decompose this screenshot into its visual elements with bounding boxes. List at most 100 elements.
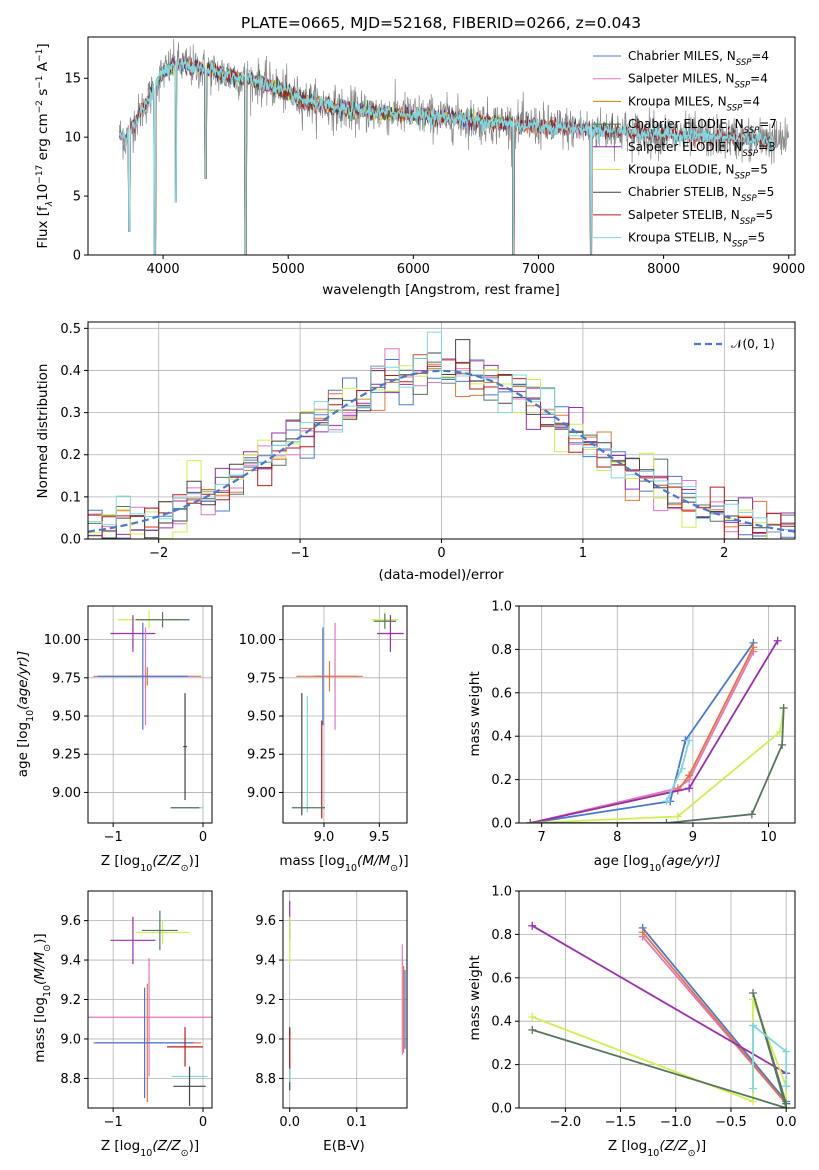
tick-labels: −2.0 −1.5 −1.0 −0.5 0.0 0.0 0.2 0.4 0.6 0.8 1.0 [491,885,796,1131]
errorbar-point [97,622,188,730]
weight-marker [685,736,694,745]
x-tick-label: −0.5 [715,1115,747,1130]
weight-marker [685,784,694,793]
x-tick-label: 5000 [272,262,305,277]
axes-frame [87,321,796,540]
x-tick-label: 9000 [772,262,805,277]
x-tick-label: −2 [149,546,168,561]
axes-frame [87,890,213,1109]
y-tick-label: 10.00 [239,633,276,648]
weight-line [530,707,785,823]
y-tick-label: 9.4 [255,954,276,969]
x-tick-label: 4000 [147,262,180,277]
x-tick-label: 10 [760,830,777,845]
tick-labels: 7 8 9 10 0.0 0.2 0.4 0.6 0.8 1.0 [491,600,776,846]
y-tick-label: 0.8 [491,928,512,943]
errorbar-point [88,958,212,1077]
residual-histogram-panel: −2 −1 0 1 2 0.0 0.1 0.2 0.3 0.4 0.5 𝒩(0, 1) [60,321,796,561]
legend-entry: Chabrier STELIB, NSSP=5 [628,185,774,204]
x-tick-label: 9.5 [369,830,390,845]
errorbar-point [141,910,178,951]
y-tick-label: 9.6 [60,914,81,929]
y-tick-label: 9.2 [255,993,276,1008]
histogram-series [88,331,795,539]
y-tick-label: 9.50 [52,710,81,725]
x-tick-label: 7000 [522,262,555,277]
y-tick-label: 9.0 [255,1032,276,1047]
errorbar-point [373,613,396,629]
y-tick-label: 9.4 [60,954,81,969]
errorbar-point [110,615,156,652]
x-tick-label: 6000 [397,262,430,277]
age-z-errorbars [93,610,204,809]
legend-entry: Chabrier ELODIE, NSSP=7 [628,117,777,136]
weight-marker [773,636,782,645]
spectrum-panel: 4000 5000 6000 7000 8000 9000 0 5 10 15 [64,36,805,277]
weight-marker [528,921,537,930]
x-tick-label: 1 [579,546,587,561]
weight-marker [749,1084,758,1093]
histogram-steps [88,331,795,539]
y-tick-label: 0.6 [491,971,512,986]
y-tick-label: 10 [64,131,81,146]
weight-line [530,642,755,823]
mass-z-ylabel: mass [log10(M/M⊙)] [32,933,53,1062]
grid-lines [88,891,212,1108]
y-tick-label: 0.4 [491,730,512,745]
y-tick-label: 0.2 [491,773,512,788]
y-tick-label: 9.75 [52,671,81,686]
legend-entry: Kroupa STELIB, NSSP=5 [628,231,765,250]
y-tick-label: 0.1 [60,490,81,505]
weight-marker [749,1097,758,1106]
y-tick-label: 0.0 [60,533,81,548]
x-tick-label: 0.0 [279,1115,300,1130]
y-tick-label: 0.3 [60,406,81,421]
weight-age-xlabel: age [log10(age/yr)] [594,853,720,874]
legend-entry: Kroupa MILES, NSSP=4 [628,94,760,113]
y-tick-label: 9.75 [247,671,276,686]
y-tick-label: 8.8 [255,1072,276,1087]
x-tick-label: 9.0 [314,830,335,845]
residual-xlabel: (data-model)/error [378,567,504,583]
axes-frame [282,890,408,1109]
y-tick-label: 10.00 [44,633,81,648]
errorbar-point [377,615,404,652]
y-tick-label: 9.2 [60,993,81,1008]
gaussian-legend-label: 𝒩(0, 1) [731,337,775,351]
spectrum-ylabel: Flux [fλ10−17 erg cm−2 s−1 A−1] [35,43,55,248]
weight-marker [677,764,686,773]
weight-marker [662,797,671,806]
x-tick-label: 9 [689,830,697,845]
weight-marker [673,812,682,821]
age-vs-mass-panel: 9.0 9.5 9.00 9.25 9.50 9.75 10.00 [239,605,408,845]
weight-age-ylabel: mass weight [467,671,483,756]
tick-labels: 4000 5000 6000 7000 8000 9000 0 5 10 15 [64,72,805,277]
weight-marker [685,771,694,780]
weight-line [752,1023,788,1089]
mass-vs-metallicity-panel: −1 0 8.8 9.0 9.2 9.4 9.6 [60,890,213,1130]
weight-marker [662,819,671,823]
x-tick-label: −1.5 [605,1115,637,1130]
mass-z-xlabel: Z [log10(Z/Z⊙)] [101,1138,199,1159]
weight-age-lines [526,636,788,823]
weight-line [531,992,788,1108]
y-tick-label: 0 [73,249,81,264]
weight-z-lines [528,921,791,1108]
y-tick-label: 9.6 [255,914,276,929]
x-tick-label: 0 [199,1115,207,1130]
age-vs-metallicity-panel: −1 0 9.00 9.25 9.50 9.75 10.00 [44,605,213,845]
axes-frame [282,605,408,824]
weight-line [641,927,787,1103]
legend-entry: Kroupa ELODIE, NSSP=5 [628,163,768,182]
x-tick-label: 7 [538,830,546,845]
weight-marker [749,1021,758,1030]
y-tick-label: 0.0 [491,1102,512,1117]
weight-marker [782,1099,791,1108]
axes-frame [87,36,796,256]
weight-marker [782,1047,791,1056]
y-tick-label: 9.25 [247,748,276,763]
errorbar-point [110,916,156,964]
weight-marker [747,810,756,819]
axes-frame [518,605,796,824]
